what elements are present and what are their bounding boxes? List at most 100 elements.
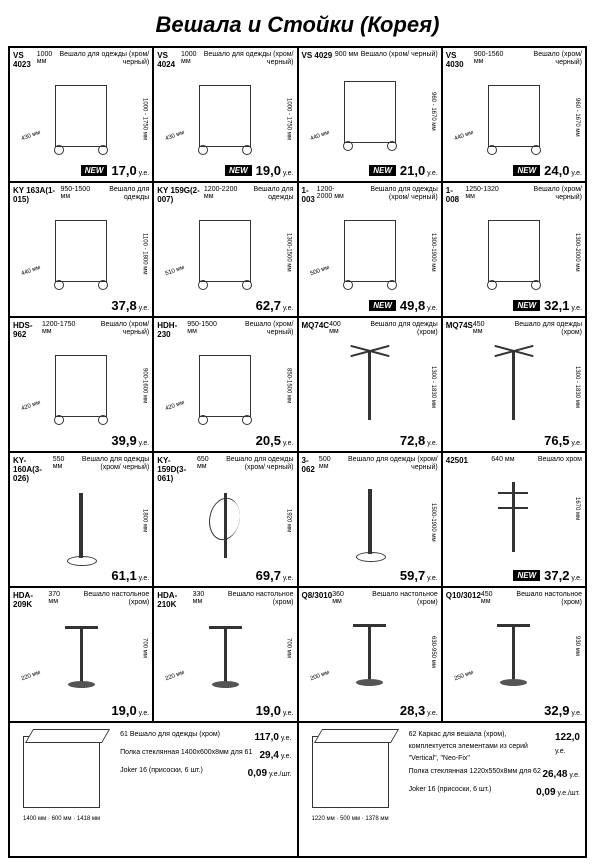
product-illustration (312, 736, 389, 808)
description: Вешало настольное (хром) (354, 591, 438, 606)
dim-vertical: 1920 мм (286, 509, 292, 532)
dim-top: 1200-2200 мм (204, 186, 240, 200)
description: Вешало настольное (хром) (502, 591, 582, 606)
sku: KY 163A(1-015) (13, 186, 61, 204)
sku: 42501 (446, 456, 468, 465)
sku: MQ74S (446, 321, 473, 330)
dim-top: 450 мм (473, 321, 495, 335)
description: Вешало хром (538, 456, 582, 464)
line-price: 122,0 у.е. (555, 729, 580, 765)
product-cell: KY 159G(2-007) 1200-2200 мм Вешало для о… (153, 182, 297, 317)
line-price: 29,4 у.е. (260, 747, 292, 764)
new-badge: NEW (513, 165, 540, 176)
description: Вешало для одежды (94, 186, 149, 201)
dim-vertical: 700 мм (286, 638, 292, 658)
dim-vertical: 1300-2000 мм (574, 233, 580, 272)
dim-base: 440 мм (453, 130, 474, 142)
dim-vertical: 1100 - 1800 мм (141, 233, 147, 275)
dim-top: 1200-1750 мм (42, 321, 82, 335)
price: 76,5 у.е. (544, 433, 582, 448)
dim-vertical: 930 мм (574, 636, 580, 656)
price-list: 61 Вешало для одежды (хром)117,0 у.е.Пол… (118, 726, 293, 785)
description: Вешало (хром/ черный) (224, 321, 293, 336)
dim-top: 1000 мм (37, 51, 58, 65)
dim-vertical: 630-950 мм (430, 636, 436, 668)
dim-top: 640 мм (491, 456, 514, 463)
sku: 1-003 (302, 186, 317, 204)
dim-base: 220 мм (21, 670, 42, 682)
product-cell: HDH-230 950-1500 мм Вешало (хром/ черный… (153, 317, 297, 452)
sku: MQ74C (302, 321, 330, 330)
price: 20,5 у.е. (256, 433, 294, 448)
dim-vertical: 1300-1900 мм (430, 233, 436, 272)
product-cell: Q10/3012 450 мм Вешало настольное (хром)… (442, 587, 586, 722)
page-title: Вешала и Стойки (Корея) (8, 12, 587, 38)
dim-vertical: 700 мм (141, 638, 147, 658)
dim-top: 550 мм (53, 456, 69, 470)
new-badge: NEW (369, 165, 396, 176)
dim-vertical: 1300 - 1830 мм (430, 366, 436, 408)
dim-vertical: 960 - 1670 мм (574, 98, 580, 137)
dim-base: 510 мм (165, 265, 186, 277)
line-price: 0,09 у.е./шт. (248, 765, 292, 782)
line-price: 0,09 у.е./шт. (536, 784, 580, 801)
product-cell: 1-008 1250-1320 мм Вешало (хром/ черный)… (442, 182, 586, 317)
product-cell-wide: 1220 мм · 500 мм · 1378 мм 62 Каркас для… (298, 722, 587, 857)
sku: 3-062 (302, 456, 319, 474)
dim-top: 400 мм (329, 321, 351, 335)
product-cell: VS 4024 1000 мм Вешало для одежды (хром/… (153, 47, 297, 182)
line-label: 61 Вешало для одежды (хром) (120, 729, 220, 746)
product-cell: MQ74C 400 мм Вешало для одежды (хром) 13… (298, 317, 442, 452)
product-illustration (199, 220, 251, 282)
sku: KY-159D(3-061) (157, 456, 197, 483)
description: Вешало настольное (хром) (214, 591, 294, 606)
dimensions: 1220 мм · 500 мм · 1378 мм (312, 816, 389, 822)
dimensions: 1400 мм · 600 мм · 1418 мм (23, 816, 100, 822)
dim-base: 440 мм (309, 130, 330, 142)
dim-vertical: 900-1600 мм (141, 368, 147, 403)
line-label: Полка стеклянная 1400x600x8мм для 61 (120, 747, 252, 764)
new-badge: NEW (225, 165, 252, 176)
product-cell-wide: 1400 мм · 600 мм · 1418 мм 61 Вешало для… (9, 722, 298, 857)
dim-vertical: 1800 мм (141, 509, 147, 532)
product-cell: 1-003 1200-2000 мм Вешало для одежды (хр… (298, 182, 442, 317)
dim-vertical: 1300 - 1830 мм (574, 366, 580, 408)
description: Вешало для одежды (240, 186, 294, 201)
dim-base: 500 мм (309, 265, 330, 277)
dim-vertical: 850-1500 мм (286, 368, 292, 403)
product-illustration (344, 81, 396, 143)
product-illustration (55, 220, 107, 282)
price: 21,0 у.е. (400, 163, 438, 178)
product-cell: VS 4023 1000 мм Вешало для одежды (хром/… (9, 47, 153, 182)
price: 49,8 у.е. (400, 298, 438, 313)
product-illustration (55, 355, 107, 417)
dim-vertical: 1000 - 1750 мм (286, 98, 292, 140)
dim-top: 330 мм (193, 591, 214, 605)
sku: VS 4029 (302, 51, 333, 60)
product-cell: VS 4029 900 мм Вешало (хром/ черный) 960… (298, 47, 442, 182)
price: 19,0 у.е. (256, 163, 294, 178)
price: 32,9 у.е. (544, 703, 582, 718)
line-label: 62 Каркас для вешала (хром), комплектует… (409, 729, 555, 765)
product-illustration (80, 629, 83, 684)
dim-base: 430 мм (165, 130, 186, 142)
dim-base: 430 мм (21, 130, 42, 142)
product-cell: HDA-209K 370 мм Вешало настольное (хром)… (9, 587, 153, 722)
dim-vertical: 1300-1500 мм (286, 233, 292, 272)
product-illustration (199, 355, 251, 417)
product-illustration (368, 350, 371, 420)
sku: 1-008 (446, 186, 466, 204)
price: 37,8 у.е. (111, 298, 149, 313)
product-cell: KY 163A(1-015) 950-1500 мм Вешало для од… (9, 182, 153, 317)
product-illustration (368, 489, 372, 554)
product-cell: 42501 640 мм Вешало хром 1670 мм NEW 37,… (442, 452, 586, 587)
new-badge: NEW (81, 165, 108, 176)
dim-base: 220 мм (165, 670, 186, 682)
sku: HDA-210K (157, 591, 192, 609)
price: 17,0 у.е. (111, 163, 149, 178)
product-illustration (488, 85, 540, 147)
sku: HDA-209K (13, 591, 48, 609)
dim-top: 900-1560 мм (474, 51, 512, 65)
new-badge: NEW (369, 300, 396, 311)
sku: KY-160A(3-026) (13, 456, 53, 483)
